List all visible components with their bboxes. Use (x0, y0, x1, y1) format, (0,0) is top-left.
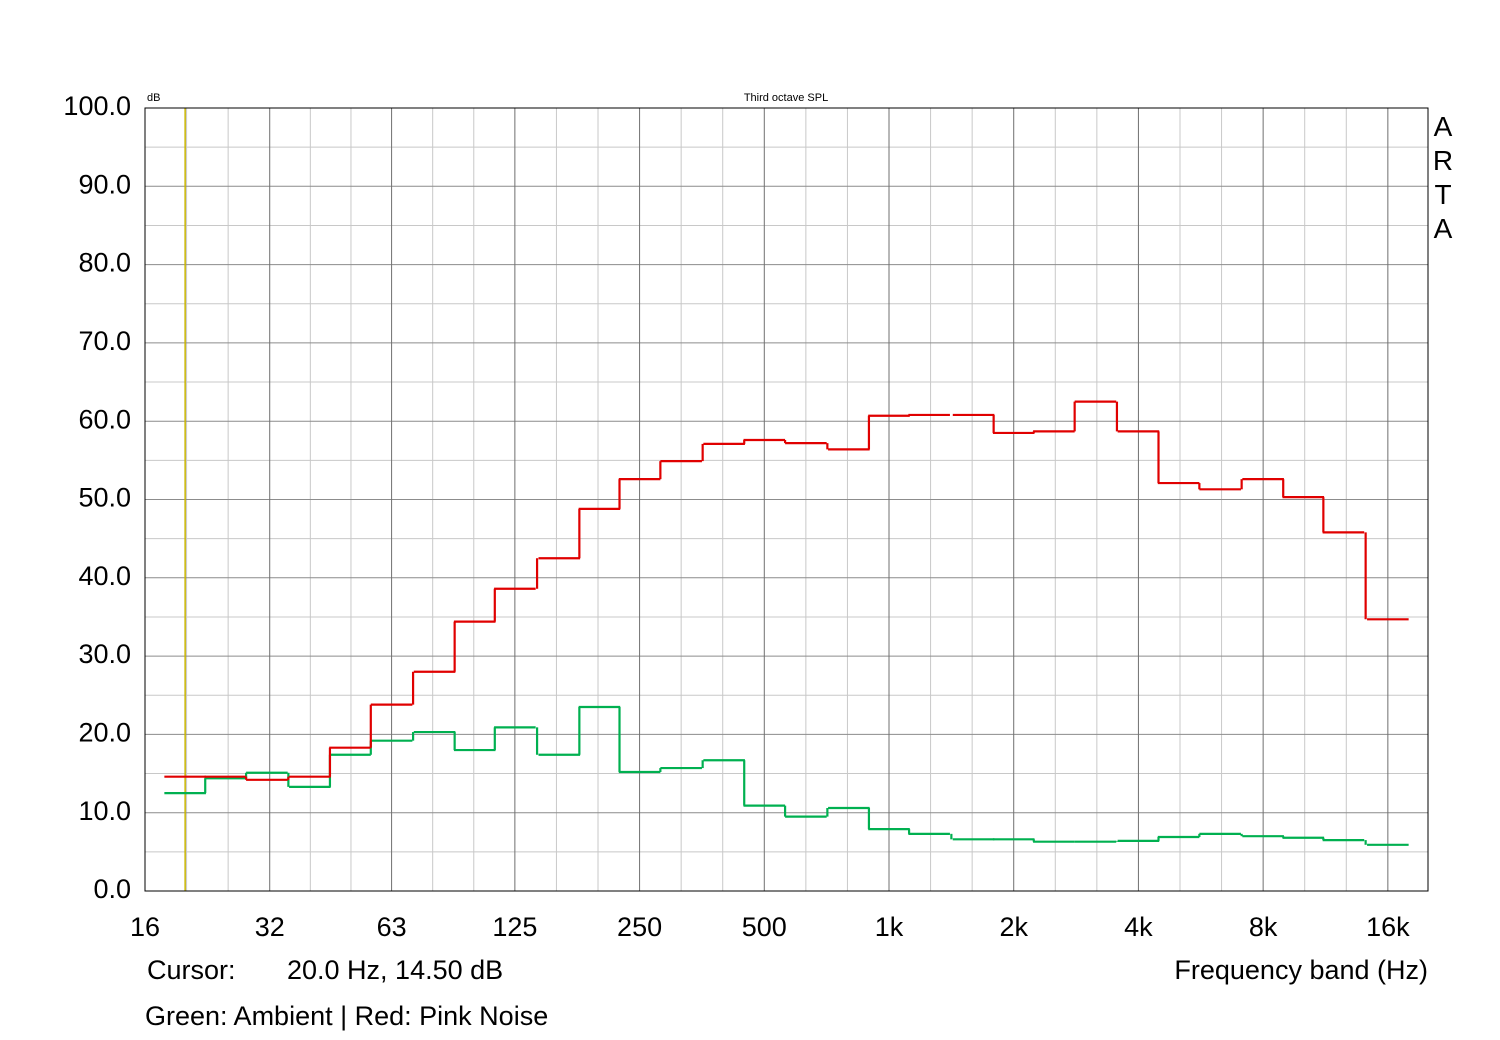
plot-frame (144, 107, 1429, 892)
y-tick-label: 10.0 (78, 796, 131, 826)
y-tick-label: 50.0 (78, 483, 131, 513)
y-tick-label: 70.0 (78, 326, 131, 356)
y-tick-label: 100.0 (63, 91, 131, 121)
y-unit: dB (147, 92, 160, 104)
legend: Green: Ambient | Red: Pink Noise (145, 1001, 548, 1031)
x-tick-label: 8k (1249, 912, 1278, 942)
x-tick-label: 500 (742, 912, 787, 942)
chart-title: Third octave SPL (744, 92, 828, 104)
x-tick-label: 125 (492, 912, 537, 942)
brand: ARTA (1432, 111, 1454, 244)
x-axis-label: Frequency band (Hz) (1174, 955, 1428, 985)
y-tick-label: 20.0 (78, 718, 131, 748)
cursor-readout: 20.0 Hz, 14.50 dB (287, 955, 503, 985)
y-tick-label: 30.0 (78, 639, 131, 669)
y-tick-label: 40.0 (78, 561, 131, 591)
x-tick-label: 2k (999, 912, 1028, 942)
x-tick-label: 250 (617, 912, 662, 942)
cursor-label: Cursor: (147, 955, 236, 985)
x-tick-label: 63 (377, 912, 407, 942)
y-tick-label: 60.0 (78, 404, 131, 434)
x-tick-label: 32 (255, 912, 285, 942)
x-tick-label: 16 (130, 912, 160, 942)
y-tick-label: 0.0 (93, 874, 131, 904)
y-tick-label: 90.0 (78, 169, 131, 199)
x-tick-label: 16k (1366, 912, 1410, 942)
x-tick-label: 1k (875, 912, 904, 942)
x-tick-label: 4k (1124, 912, 1153, 942)
y-tick-label: 80.0 (78, 248, 131, 278)
